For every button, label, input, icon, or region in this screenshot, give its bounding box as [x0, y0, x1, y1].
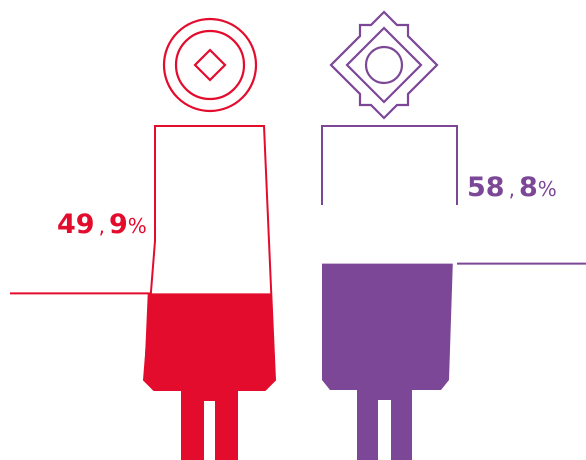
female-head-diamond [193, 48, 227, 82]
male-head-inner-diamond [345, 26, 423, 104]
female-figure-icon: 49, 9% [10, 17, 277, 460]
female-value-label: 49, 9% [57, 209, 147, 240]
female-head-inner-ring [174, 29, 246, 101]
male-head-outer-octagon [329, 10, 439, 120]
male-value-label: 58, 8% [467, 172, 557, 203]
male-body-outline [321, 125, 458, 205]
male-fill-bar [322, 263, 453, 460]
female-head-outer-ring [162, 17, 258, 113]
male-head-circle [364, 45, 404, 85]
male-figure-icon: 58, 8% [321, 10, 586, 460]
female-body-outline [142, 125, 277, 460]
female-fill-bar [144, 293, 275, 460]
